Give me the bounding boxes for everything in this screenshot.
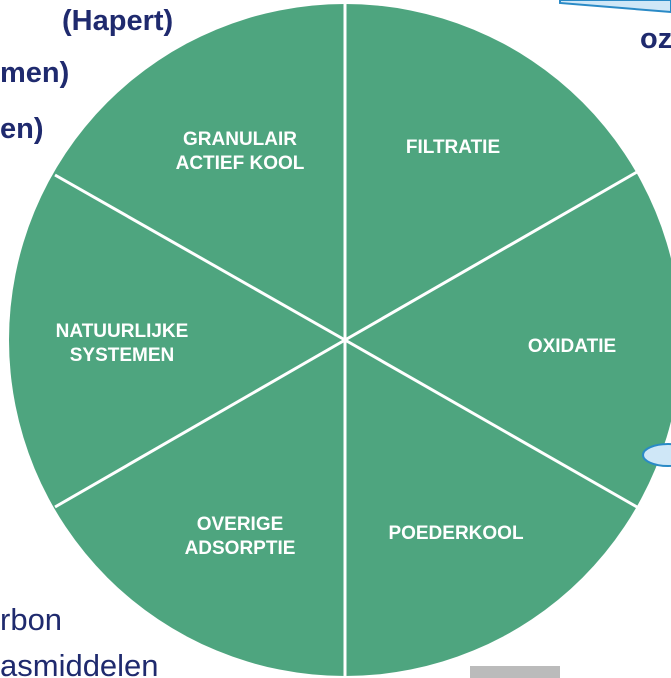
fragment: (Hapert) <box>62 5 173 37</box>
segment-label: SYSTEMEN <box>70 345 175 366</box>
segment-label: OVERIGE <box>197 514 284 535</box>
fragment: men) <box>0 57 69 89</box>
segment-label: OXIDATIE <box>528 336 616 357</box>
fragment: rbon <box>0 602 62 637</box>
segment-label: POEDERKOOL <box>388 523 524 544</box>
photo <box>470 666 560 678</box>
callout-top <box>560 0 671 12</box>
fragment: asmiddelen <box>0 648 159 678</box>
segment-label: ACTIEF KOOL <box>176 153 305 174</box>
diagram: (Hapert) men) en) oz rbon asmiddelen GRA… <box>0 0 671 678</box>
segment-label: NATUURLIJKE <box>56 321 189 342</box>
segment-label: FILTRATIE <box>406 137 500 158</box>
segment-label: GRANULAIR <box>183 129 297 150</box>
segment-label: ADSORPTIE <box>185 538 296 559</box>
fragment: en) <box>0 113 44 145</box>
fragment: oz <box>640 23 671 55</box>
slide: (Hapert) men) en) oz rbon asmiddelen GRA… <box>0 0 671 678</box>
